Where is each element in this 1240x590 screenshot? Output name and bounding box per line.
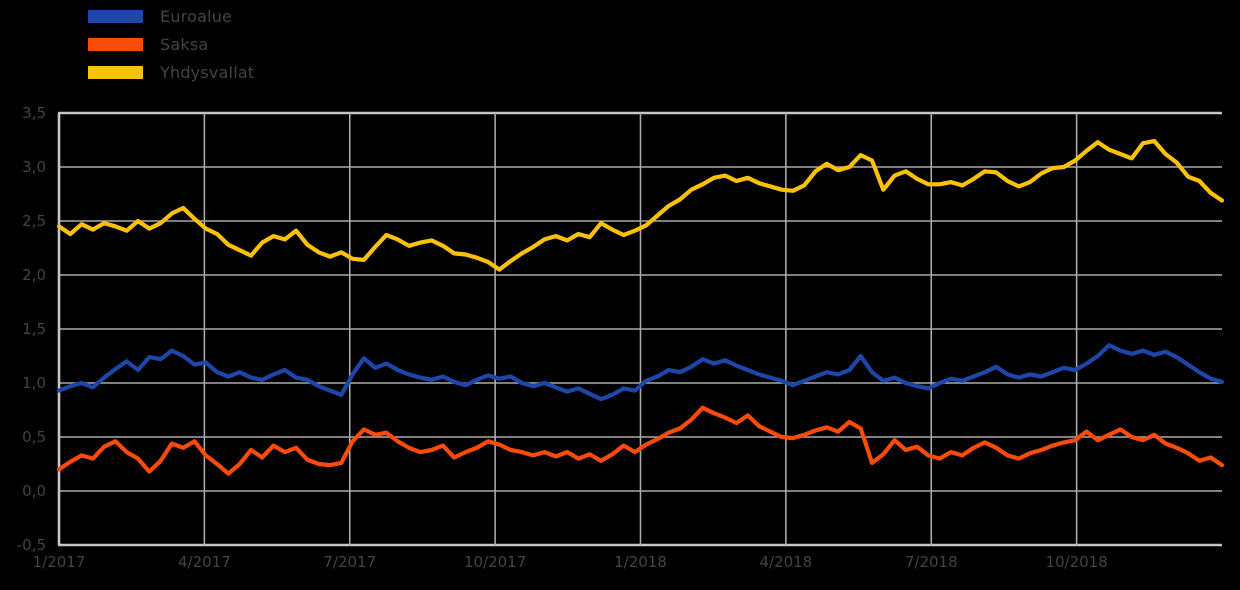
series-line-saksa: [56, 405, 1225, 476]
legend-item-euroalue: Euroalue: [88, 6, 254, 27]
y-tick-label: 2,5: [22, 212, 46, 230]
legend-swatch-euroalue-icon: [88, 10, 143, 23]
x-tick-label: 7/2017: [323, 553, 377, 571]
y-tick-label: 1,0: [22, 374, 46, 392]
legend-item-saksa: Saksa: [88, 34, 254, 55]
x-tick-label: 10/2017: [463, 553, 527, 571]
x-tick-label: 1/2018: [614, 553, 667, 571]
y-tick-label: 0,0: [22, 482, 46, 500]
x-tick-label: 1/2017: [32, 553, 86, 571]
x-tick-label: 4/2018: [759, 553, 813, 571]
chart-legend: Euroalue Saksa Yhdysvallat: [88, 6, 254, 90]
y-tick-label: 0,5: [22, 428, 46, 446]
y-tick-label: 1,5: [22, 320, 46, 338]
y-tick-label: -0,5: [16, 536, 46, 554]
x-tick-label: 4/2017: [177, 553, 231, 571]
legend-swatch-saksa-icon: [88, 38, 143, 51]
legend-label-saksa: Saksa: [160, 35, 209, 54]
legend-swatch-yhdysvallat-icon: [88, 66, 143, 79]
legend-label-yhdysvallat: Yhdysvallat: [160, 63, 255, 82]
legend-item-yhdysvallat: Yhdysvallat: [88, 62, 254, 83]
series-line-euroalue: [56, 343, 1225, 402]
series-line-yhdysvallat: [56, 139, 1225, 272]
x-tick-label: 10/2018: [1045, 553, 1108, 571]
y-tick-label: 2,0: [22, 266, 46, 284]
y-tick-label: 3,5: [22, 104, 46, 122]
y-tick-label: 3,0: [22, 158, 46, 176]
x-tick-label: 7/2018: [904, 553, 958, 571]
legend-label-euroalue: Euroalue: [160, 7, 233, 26]
